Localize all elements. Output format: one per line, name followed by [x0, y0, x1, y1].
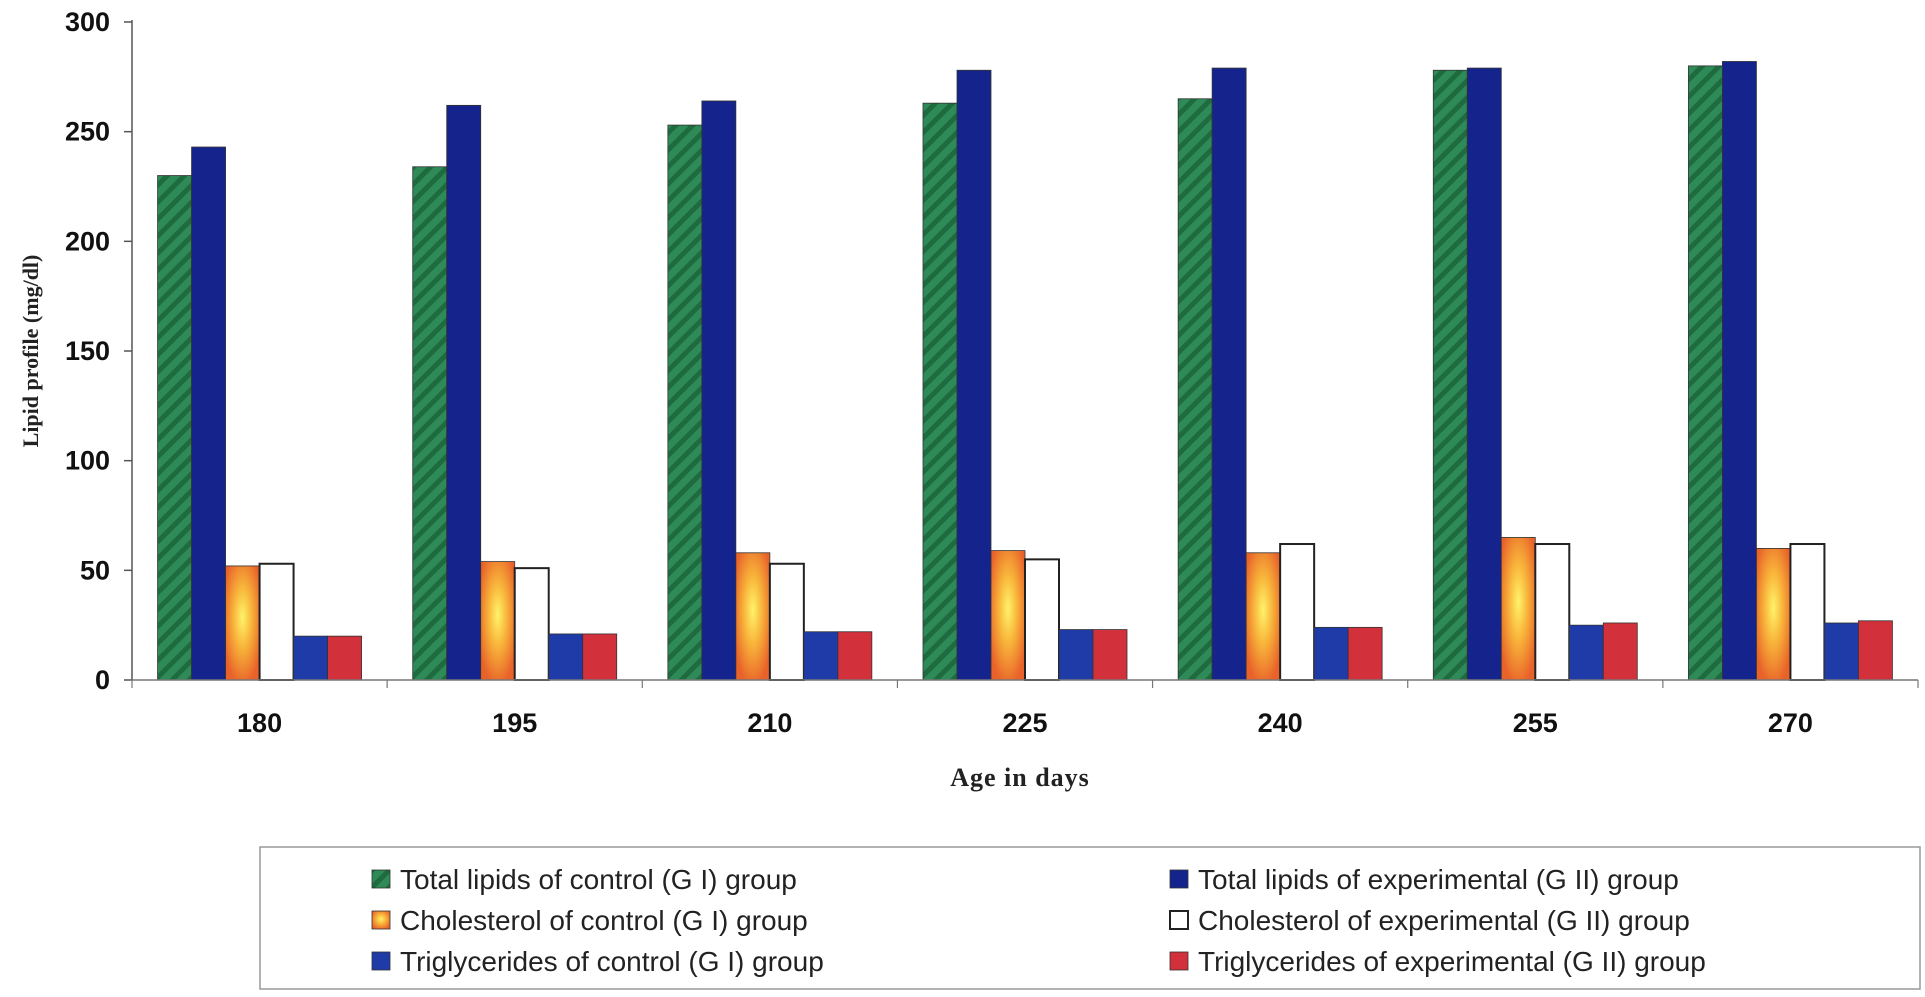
bar-1-180	[157, 175, 192, 681]
legend-swatch-4	[1169, 910, 1189, 930]
y-tick-label: 0	[95, 665, 110, 695]
y-tick-label: 50	[80, 555, 110, 585]
legend-label-2: Total lipids of experimental (G II) grou…	[1198, 864, 1679, 895]
bar-5-225	[1058, 629, 1094, 681]
bar-2-225	[956, 69, 992, 681]
bar-2-255	[1466, 67, 1502, 681]
bar-5-255	[1568, 624, 1604, 681]
y-tick-label: 300	[65, 7, 110, 37]
bar-5-210	[803, 631, 839, 681]
legend-label-3: Cholesterol of control (G I) group	[400, 905, 808, 936]
bar-6-210	[837, 631, 873, 681]
bar-2-240	[1211, 67, 1247, 681]
bar-5-240	[1313, 626, 1349, 681]
bar-1-255	[1432, 69, 1468, 681]
x-axis-title: Age in days	[950, 763, 1090, 792]
bar-5-195	[548, 633, 584, 681]
x-tick-label: 180	[237, 708, 282, 738]
x-tick-label: 270	[1768, 708, 1813, 738]
bar-6-195	[582, 633, 618, 681]
bar-4-255	[1534, 543, 1571, 681]
bar-3-225	[990, 550, 1026, 681]
y-tick-label: 150	[65, 336, 110, 366]
bar-1-270	[1688, 65, 1723, 681]
bar-1-195	[412, 166, 448, 681]
x-tick-label: 240	[1258, 708, 1303, 738]
bar-5-270	[1824, 622, 1859, 681]
x-tick-label: 225	[1002, 708, 1047, 738]
y-axis-title: Lipid profile (mg/dl)	[18, 255, 43, 448]
legend-swatch-2	[1169, 869, 1189, 889]
legend-label-5: Triglycerides of control (G I) group	[400, 946, 824, 977]
legend-swatch-3	[371, 910, 391, 930]
legend-box	[259, 846, 1921, 990]
bar-3-240	[1245, 552, 1281, 681]
bar-4-210	[768, 562, 805, 682]
legend-label-1: Total lipids of control (G I) group	[400, 864, 797, 895]
legend-swatch-6	[1169, 951, 1189, 971]
bar-5-180	[293, 635, 328, 681]
bar-6-255	[1602, 622, 1638, 681]
bar-4-240	[1279, 543, 1316, 681]
bar-2-210	[701, 100, 737, 681]
y-tick-label: 200	[65, 226, 110, 256]
bar-3-195	[480, 561, 516, 681]
x-tick-label: 210	[747, 708, 792, 738]
y-tick-label: 250	[65, 117, 110, 147]
bar-1-210	[667, 124, 703, 681]
bar-4-225	[1024, 558, 1060, 681]
bar-4-195	[513, 567, 550, 682]
bar-3-180	[225, 565, 260, 681]
legend-swatch-1	[371, 869, 391, 889]
bar-2-180	[191, 146, 226, 681]
x-tick-label: 195	[492, 708, 537, 738]
bar-6-225	[1092, 629, 1128, 681]
bar-6-240	[1347, 626, 1383, 681]
bar-3-210	[735, 552, 771, 681]
bar-2-270	[1722, 61, 1757, 681]
bar-2-195	[446, 104, 482, 681]
bar-4-180	[258, 562, 295, 682]
legend-swatch-5	[371, 951, 391, 971]
bar-6-180	[327, 635, 362, 681]
legend-label-4: Cholesterol of experimental (G II) group	[1198, 905, 1690, 936]
bar-4-270	[1789, 543, 1826, 681]
x-tick-label: 255	[1513, 708, 1558, 738]
y-tick-label: 100	[65, 446, 110, 476]
bar-6-270	[1858, 620, 1893, 681]
bar-1-225	[922, 102, 958, 681]
bar-3-255	[1500, 537, 1536, 681]
legend-label-6: Triglycerides of experimental (G II) gro…	[1198, 946, 1706, 977]
bar-3-270	[1756, 548, 1791, 681]
bar-1-240	[1177, 98, 1213, 681]
